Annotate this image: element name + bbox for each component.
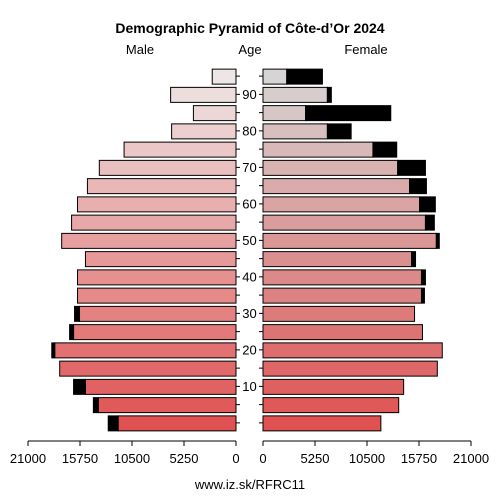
- age-tick-label: 70: [242, 160, 256, 175]
- age-tick-label: 60: [242, 196, 256, 211]
- female-bar-50-54: [262, 232, 437, 249]
- female-excess-60-64: [418, 196, 436, 213]
- female-x-tick-label: 15750: [401, 451, 437, 466]
- female-excess-80-84: [326, 123, 352, 140]
- female-x-tick-label: 10500: [349, 451, 385, 466]
- age-tick-label: 10: [242, 379, 256, 394]
- female-bar-30-34: [262, 305, 416, 322]
- male-excess-0-4: [107, 415, 119, 432]
- female-excess-70-74: [397, 159, 426, 176]
- female-bar-55-59: [262, 214, 426, 231]
- age-label: Age: [238, 42, 261, 57]
- female-excess-35-39: [420, 287, 425, 304]
- age-axis: 10 20 30 40 50 60 70 80 90: [236, 75, 263, 424]
- male-bar-50-54: [61, 232, 237, 249]
- male-bar-80-84: [171, 123, 237, 140]
- male-bar-25-29: [73, 324, 237, 341]
- female-label: Female: [344, 42, 387, 57]
- female-bar-65-69: [262, 178, 411, 195]
- female-x-tick-label: 21000: [453, 451, 489, 466]
- age-tick-label: 20: [242, 342, 256, 357]
- female-bar-95+: [262, 68, 288, 85]
- male-bar-65-69: [86, 178, 237, 195]
- male-bar-60-64: [77, 196, 237, 213]
- female-bar-90-94: [262, 86, 328, 103]
- female-excess-40-44: [420, 269, 426, 286]
- female-bar-15-19: [262, 360, 438, 377]
- male-x-tick-label: 10500: [114, 451, 150, 466]
- male-bar-15-19: [59, 360, 237, 377]
- male-bar-75-79: [123, 141, 237, 158]
- male-x-tick-label: 15750: [62, 451, 98, 466]
- age-tick-label: 50: [242, 233, 256, 248]
- female-bar-20-24: [262, 342, 443, 359]
- source-caption: www.iz.sk/RFRC11: [194, 477, 305, 492]
- male-excess-25-29: [69, 324, 75, 341]
- female-bar-35-39: [262, 287, 422, 304]
- female-excess-85-89: [305, 105, 392, 122]
- age-tick-label: 40: [242, 269, 256, 284]
- male-x-tick-label: 0: [232, 451, 239, 466]
- female-excess-65-69: [409, 178, 427, 195]
- female-bar-0-4: [262, 415, 382, 432]
- male-bar-10-14: [84, 378, 237, 395]
- female-bar-75-79: [262, 141, 374, 158]
- male-bar-5-9: [97, 397, 237, 414]
- female-bar-70-74: [262, 159, 399, 176]
- male-excess-5-9: [92, 397, 99, 414]
- male-label: Male: [126, 42, 154, 57]
- male-bar-40-44: [77, 269, 237, 286]
- age-tick-label: 80: [242, 123, 256, 138]
- female-excess-55-59: [424, 214, 435, 231]
- female-excess-50-54: [435, 232, 440, 249]
- male-excess-20-24: [51, 342, 56, 359]
- female-excess-95+: [286, 68, 323, 85]
- male-excess-10-14: [73, 378, 86, 395]
- male-bar-95+: [211, 68, 237, 85]
- male-bar-55-59: [71, 214, 237, 231]
- male-x-tick-label: 5250: [170, 451, 199, 466]
- male-excess-30-34: [74, 305, 81, 322]
- female-excess-75-79: [372, 141, 398, 158]
- female-x-tick-label: 5250: [301, 451, 330, 466]
- female-bar-45-49: [262, 251, 413, 268]
- female-x-tick-label: 0: [259, 451, 266, 466]
- male-bar-30-34: [79, 305, 237, 322]
- female-excess-90-94: [326, 86, 332, 103]
- chart-title: Demographic Pyramid of Côte-d’Or 2024: [115, 20, 384, 36]
- male-bars: [51, 68, 237, 432]
- age-tick-label: 30: [242, 306, 256, 321]
- male-bar-70-74: [98, 159, 237, 176]
- female-bar-40-44: [262, 269, 422, 286]
- male-x-tick-label: 21000: [10, 451, 46, 466]
- female-bar-25-29: [262, 324, 423, 341]
- male-bar-35-39: [77, 287, 237, 304]
- female-bar-5-9: [262, 397, 400, 414]
- male-bar-90-94: [170, 86, 237, 103]
- x-axis: 0 0 5250 5250 10500 10500 15750 15750 21000 21000: [10, 440, 489, 466]
- age-tick-label: 90: [242, 87, 256, 102]
- female-bar-85-89: [262, 105, 307, 122]
- male-bar-45-49: [84, 251, 237, 268]
- female-bars: [262, 68, 443, 432]
- female-bar-10-14: [262, 378, 405, 395]
- female-excess-45-49: [411, 251, 417, 268]
- female-bar-80-84: [262, 123, 328, 140]
- female-bar-60-64: [262, 196, 420, 213]
- male-bar-0-4: [117, 415, 237, 432]
- male-bar-85-89: [192, 105, 237, 122]
- male-bar-20-24: [54, 342, 237, 359]
